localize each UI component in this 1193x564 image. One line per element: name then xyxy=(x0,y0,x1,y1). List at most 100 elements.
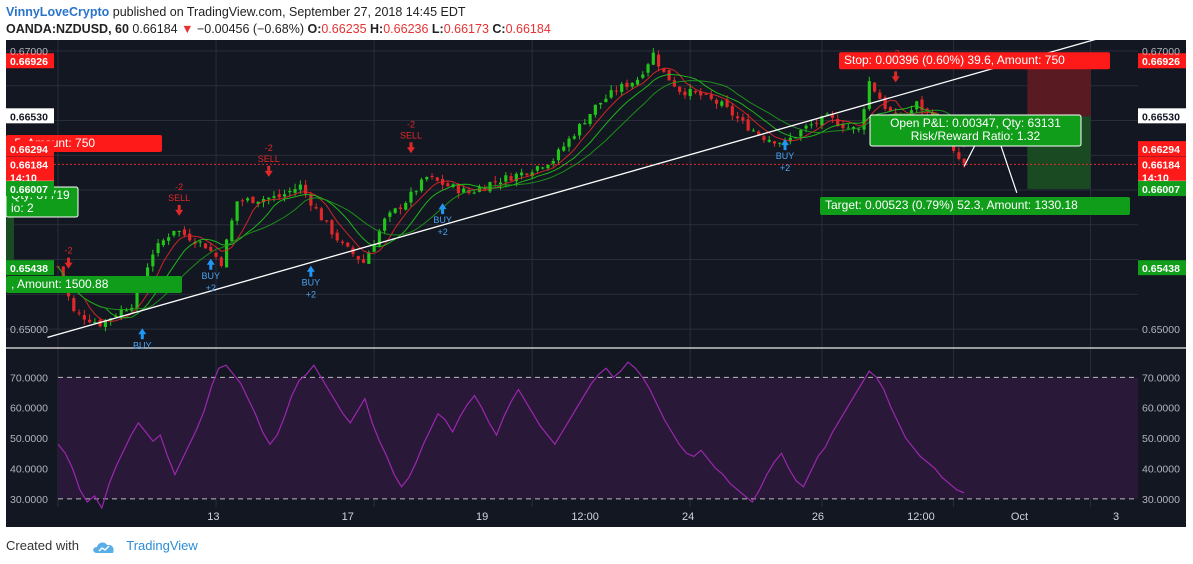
candle-body xyxy=(88,319,92,323)
open-label: O: xyxy=(307,22,322,36)
x-tick-label: 12:00 xyxy=(907,511,935,523)
rsi-tick-right: 70.0000 xyxy=(1142,372,1180,384)
sell-quantity: -2 xyxy=(407,119,415,129)
buy-arrow-icon xyxy=(438,203,447,215)
candle-body xyxy=(446,183,450,187)
rsi-tick-right: 50.0000 xyxy=(1142,433,1180,445)
pnl-label: Open P&L: 0.00347, Qty: 63131 xyxy=(890,116,1061,130)
candle-body xyxy=(799,130,803,137)
candle-body xyxy=(757,131,761,135)
tradingview-cloud-icon xyxy=(92,542,114,553)
price-label-bg xyxy=(6,53,54,69)
candle-body xyxy=(572,136,576,139)
pnl-label-box xyxy=(869,114,1082,147)
last-price: 0.66184 xyxy=(132,22,178,36)
candle-body xyxy=(393,208,397,213)
buy-quantity: +2 xyxy=(437,227,447,237)
high-value: 0.66236 xyxy=(383,22,429,36)
target-label-box xyxy=(820,197,1130,215)
buy-label: BUY xyxy=(202,271,221,281)
price-label-left: 0.66926 xyxy=(10,56,48,68)
rsi-tick-right: 30.0000 xyxy=(1142,494,1180,506)
buy-quantity: +2 xyxy=(306,290,316,300)
published-text: published on TradingView.com, September … xyxy=(112,5,466,19)
candle-body xyxy=(725,99,729,107)
candle-body xyxy=(873,82,877,92)
buy-label: BUY xyxy=(433,215,452,225)
open-value: 0.66235 xyxy=(321,22,367,36)
candle-body xyxy=(340,241,345,243)
candle-body xyxy=(135,287,139,309)
candle-body xyxy=(609,90,613,98)
candle-body xyxy=(398,207,403,210)
candle-body xyxy=(730,106,734,116)
candle-body xyxy=(383,218,387,231)
rsi-tick-right: 60.0000 xyxy=(1142,403,1180,415)
candle-body xyxy=(72,298,76,312)
x-tick-label: 24 xyxy=(682,511,694,523)
candle-body xyxy=(662,68,666,72)
candle-body xyxy=(952,146,956,151)
target-label-partial: , Amount: 1500.88 xyxy=(11,277,109,291)
candle-body xyxy=(535,166,539,171)
candle-body xyxy=(372,244,376,252)
candle-body xyxy=(925,108,929,112)
sell-arrow-icon xyxy=(64,257,73,269)
candle-body xyxy=(304,184,308,194)
candle-body xyxy=(772,141,777,144)
candle-body xyxy=(825,113,829,115)
close-label: C: xyxy=(492,22,506,36)
candle-body xyxy=(430,176,434,178)
candle-body xyxy=(246,198,250,201)
price-label-left: 0.65438 xyxy=(10,263,48,275)
candle-body xyxy=(514,173,518,182)
candle-body xyxy=(714,99,719,104)
created-with-text: Created with xyxy=(6,538,79,553)
rsi-band xyxy=(58,377,1138,499)
candle-body xyxy=(672,80,676,87)
chart-area[interactable]: BUY BUY +2 BUY +2 BUY +2 BUY +2 SELL -2 SELL -2 SELL -… xyxy=(6,40,1186,527)
price-label-bg xyxy=(1138,169,1186,185)
candle-body xyxy=(867,81,871,109)
candle-body xyxy=(256,201,260,204)
candle-body xyxy=(235,201,239,221)
x-tick-label: 19 xyxy=(476,511,488,523)
sell-quantity: -2 xyxy=(265,143,273,153)
candle-body xyxy=(551,160,555,164)
chart-svg[interactable]: BUYBUY+2BUY+2BUY+2BUY+2SELL-2SELL-2SELL-… xyxy=(6,40,1186,527)
candle-body xyxy=(857,128,861,130)
candle-body xyxy=(225,239,229,268)
price-label-right: 0.66530 xyxy=(1142,111,1180,123)
candle-body xyxy=(267,197,271,200)
candle-body xyxy=(862,109,866,130)
price-label-right: 0.66184 xyxy=(1142,159,1180,171)
candle-body xyxy=(678,86,682,92)
candle-body xyxy=(704,93,708,95)
candle-body xyxy=(198,241,202,243)
moving-average-line xyxy=(57,79,965,311)
price-label-bg xyxy=(1138,156,1186,172)
tradingview-link[interactable]: TradingView xyxy=(126,538,198,553)
buy-label: BUY xyxy=(302,278,321,288)
candle-body xyxy=(240,200,244,202)
high-label: H: xyxy=(370,22,384,36)
sell-label: SELL xyxy=(400,130,422,140)
author-link[interactable]: VinnyLoveCrypto xyxy=(6,5,110,19)
price-label-right: 0.66294 xyxy=(1142,144,1180,156)
y-tick-right: 0.67000 xyxy=(1142,46,1180,58)
candle-body xyxy=(277,194,281,198)
candle-body xyxy=(509,176,513,181)
candle-body xyxy=(282,194,287,197)
candle-body xyxy=(888,107,892,111)
candle-body xyxy=(151,254,155,267)
price-label-left: 0.66184 xyxy=(10,159,48,171)
y-tick-left: 0.65000 xyxy=(10,324,48,336)
sell-arrow-icon xyxy=(264,165,273,177)
candle-body xyxy=(145,267,150,280)
price-label-bg xyxy=(6,260,54,276)
candle-body xyxy=(667,69,671,81)
candle-body xyxy=(377,230,381,246)
candle-body xyxy=(778,142,782,144)
symbol-name: OANDA:NZDUSD, 60 xyxy=(6,22,129,36)
candle-body xyxy=(709,94,713,99)
